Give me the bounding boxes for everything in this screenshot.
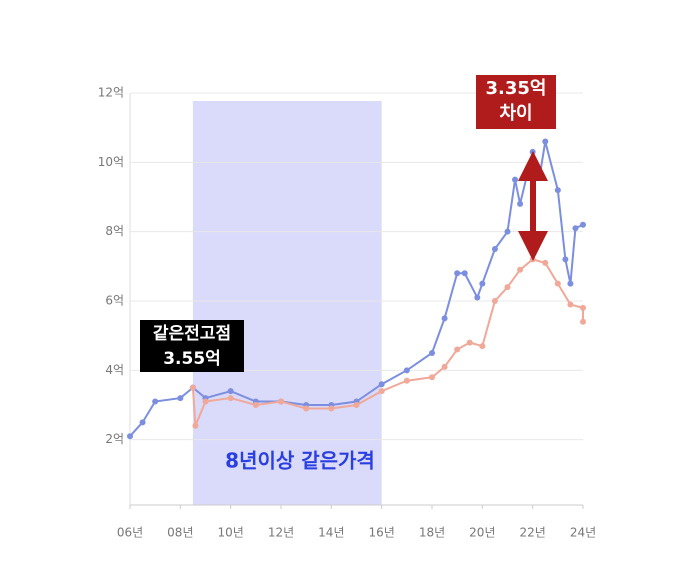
data-point [429,374,435,381]
y-tick-label: 2억 [105,432,124,446]
data-point [562,256,569,263]
data-point [353,402,360,408]
data-point [572,225,579,232]
highlight-region [192,101,382,505]
data-point [542,259,549,266]
data-point [454,346,461,353]
data-point [567,280,574,287]
data-point [378,388,385,395]
x-tick-label: 22년 [520,526,546,540]
x-tick-label: 14년 [318,526,344,540]
data-point [461,270,468,277]
data-point [441,363,448,370]
annotation-box [140,320,244,372]
data-point [479,280,486,287]
y-tick-label: 8억 [105,224,124,238]
data-point [441,315,448,322]
data-point [580,304,586,311]
data-point [252,402,259,408]
y-tick-label: 4억 [105,363,124,377]
annotation-text: 같은전고점 [153,324,231,344]
data-point [303,405,310,412]
y-tick-label: 6억 [105,294,124,308]
data-point [139,419,146,426]
data-point [189,384,196,391]
annotation-text: 차이 [499,103,532,124]
data-point [328,405,335,412]
data-point [227,388,234,395]
data-point [580,318,586,325]
data-point [491,246,498,252]
annotation-text: 3.55억 [163,349,221,369]
annotation-text: 8년이상 같은가격 [225,449,375,473]
data-point [466,339,473,346]
data-point [192,422,199,429]
x-tick-label: 06년 [117,526,143,540]
x-tick-label: 12년 [268,526,294,540]
data-point [454,270,461,277]
data-point [512,176,519,183]
data-point [542,138,549,145]
data-point [127,433,133,440]
annotation-box [476,75,556,129]
data-point [403,367,410,374]
series-line [129,141,584,437]
x-tick-label: 18년 [419,526,445,540]
x-tick-label: 10년 [218,526,244,540]
data-point [517,200,524,207]
x-tick-label: 08년 [167,526,193,540]
data-point [580,221,586,228]
data-point [474,294,481,301]
x-tick-label: 20년 [469,526,495,540]
data-point [567,301,574,308]
x-tick-label: 24년 [570,526,596,540]
data-point [504,228,511,235]
y-tick-label: 12억 [98,86,124,100]
data-point [278,398,284,405]
data-point [529,148,536,155]
data-point [202,398,209,405]
annotation-text: 3.35억 [486,78,547,99]
data-point [554,187,561,194]
data-point [227,395,234,402]
data-point [429,350,435,356]
data-point [479,343,486,350]
y-tick-label: 10억 [98,155,124,169]
data-point [537,169,544,176]
data-point [504,284,511,291]
data-point [378,381,385,388]
data-point [152,398,159,405]
data-point [517,266,524,273]
x-tick-label: 16년 [369,526,395,540]
data-point [177,395,184,402]
data-point [529,256,536,263]
data-point [491,298,498,304]
data-point [403,377,410,384]
data-point [554,280,561,287]
